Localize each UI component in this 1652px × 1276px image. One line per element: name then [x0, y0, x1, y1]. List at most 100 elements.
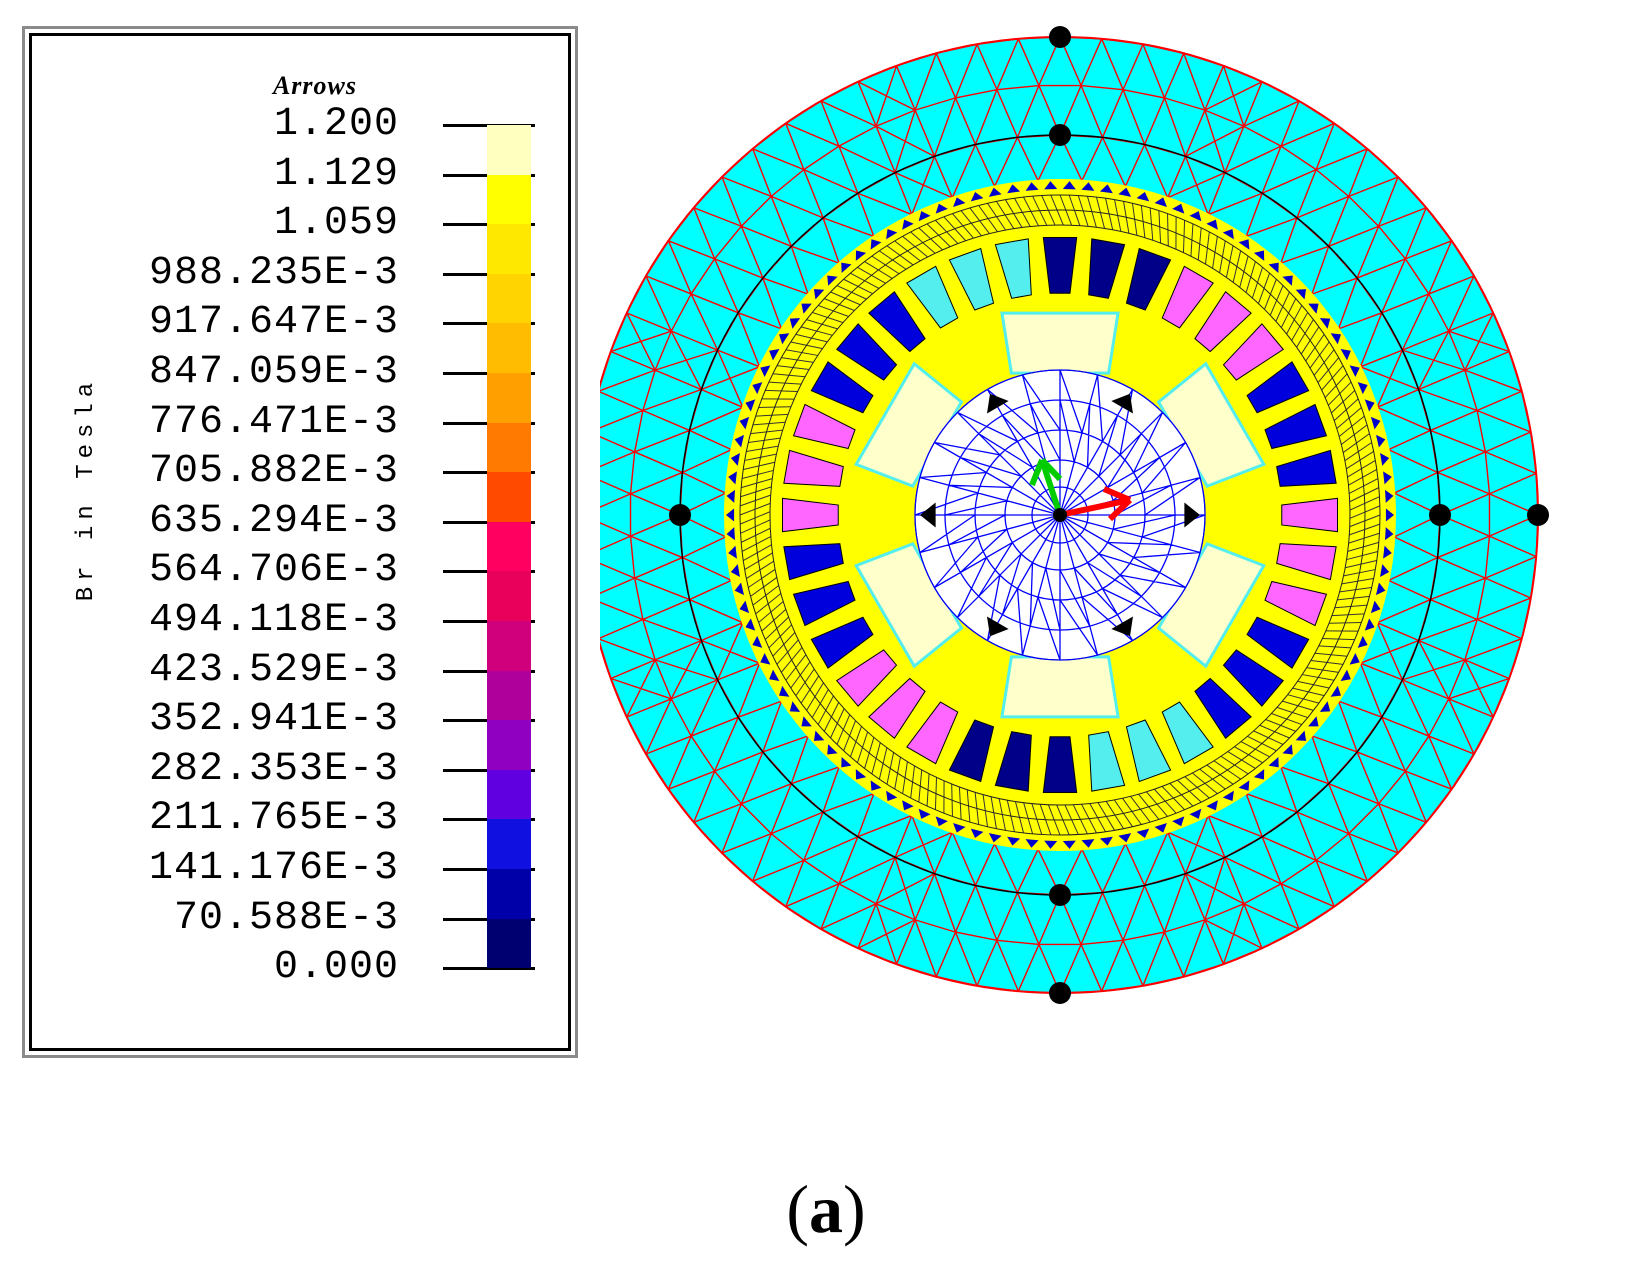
gap-circle: [769, 224, 1351, 806]
green-arrow: [1029, 457, 1063, 516]
legend-color-swatch: [487, 323, 531, 373]
stator-slot: [835, 649, 898, 707]
rotor-notch: [1111, 616, 1133, 637]
stator-slot: [1125, 247, 1172, 311]
legend-color-swatch: [487, 472, 531, 522]
legend-color-swatch: [487, 819, 531, 869]
stator-slot: [1125, 719, 1172, 783]
legend-color-swatch: [487, 174, 531, 225]
legend-tick-label: 988.235E-3: [148, 250, 399, 296]
boundary-marker: [1049, 982, 1071, 1004]
stator-slot: [868, 290, 926, 353]
rotor-center-dot: [1053, 508, 1067, 522]
legend-tick-label: 423.529E-3: [148, 647, 399, 693]
rotor-notch: [920, 502, 936, 528]
legend-color-swatch: [487, 621, 531, 671]
legend-tick-label: 141.176E-3: [148, 846, 399, 891]
stator-slot: [1246, 616, 1310, 669]
legend-color-swatch: [487, 521, 531, 572]
stator-slot: [994, 731, 1032, 792]
rotor-notch: [987, 616, 1009, 637]
legend-tick-mark: [443, 967, 535, 971]
stator-slot: [792, 580, 856, 627]
stator-slot: [1276, 449, 1337, 487]
legend-color-swatch: [487, 769, 531, 820]
legend-tick-label: 211.765E-3: [148, 796, 399, 842]
boundary-marker: [1429, 504, 1451, 526]
boundary-markers: [669, 26, 1549, 1004]
stator-slot: [835, 323, 898, 381]
stator-slot: [994, 238, 1032, 299]
legend-color-swatch: [487, 918, 531, 969]
boundary-marker: [1527, 504, 1549, 526]
legend-tick-label: 847.059E-3: [148, 350, 399, 395]
stator-slot: [1194, 677, 1252, 740]
stator-slot: [1161, 701, 1214, 765]
rotor-notch: [987, 393, 1009, 414]
boundary-marker: [669, 504, 691, 526]
stator-slot: [1194, 290, 1252, 353]
stator-slot: [868, 677, 926, 740]
rotor-notch: [1184, 502, 1200, 528]
caption-open: (: [786, 1171, 809, 1247]
legend-tick-label: 705.882E-3: [148, 449, 399, 495]
boundary-marker: [1049, 884, 1071, 906]
legend-color-swatch: [487, 224, 531, 274]
stator-slot: [1161, 265, 1214, 329]
legend-frame: [29, 33, 571, 1051]
motor-cross-section: [600, 26, 1549, 1004]
legend-color-swatch: [487, 273, 531, 324]
stator-slot: [906, 701, 959, 765]
stator-slot: [810, 361, 874, 414]
stator-slot: [782, 497, 839, 533]
stator-slots: [782, 237, 1338, 793]
stator-slot: [1264, 580, 1328, 627]
stator-slot: [1281, 497, 1338, 533]
stator-slot: [792, 403, 856, 450]
legend-tick-label: 0.000: [273, 945, 399, 991]
legend-tick-label: 564.706E-3: [148, 548, 399, 594]
gap-circle: [754, 209, 1366, 821]
stator-slot: [1088, 731, 1126, 792]
legend-color-swatch: [487, 720, 531, 770]
legend-color-swatch: [487, 125, 531, 175]
stator-slot: [1264, 403, 1328, 450]
legend-tick-label: 1.059: [273, 201, 399, 247]
boundary-marker: [1049, 124, 1071, 146]
legend-tick-label: 776.471E-3: [148, 399, 399, 445]
red-arrow: [1059, 486, 1133, 522]
legend-color-swatch: [487, 422, 531, 473]
stator-slot: [1276, 543, 1337, 581]
legend-title: Arrows: [272, 71, 358, 100]
stator-slot: [810, 616, 874, 669]
stator-slot: [783, 543, 844, 581]
field-arrows: [1029, 457, 1133, 522]
rotor-notch: [1111, 393, 1133, 414]
legend-axis-label: Br in Tesla: [73, 376, 100, 602]
legend-color-swatch: [487, 869, 531, 919]
stator-slot: [1246, 361, 1310, 414]
stator-slot: [948, 719, 995, 783]
stator-slot: [1042, 736, 1078, 793]
stator-slot: [1222, 649, 1285, 707]
legend-color-swatch: [487, 571, 531, 621]
legend-tick-label: 1.129: [273, 151, 399, 197]
legend-tick-label: 282.353E-3: [148, 746, 399, 792]
boundary-marker: [1049, 26, 1071, 48]
stator-slot: [948, 247, 995, 311]
figure-caption: (a): [0, 1170, 1652, 1249]
legend-color-swatch: [487, 373, 531, 423]
rotor-magnet: [1000, 311, 1120, 375]
legend-color-swatch: [487, 670, 531, 721]
legend-panel: Arrows Br in Tesla 1.200 1.129 1.059 988.23…: [22, 26, 578, 1058]
caption-close: ): [843, 1171, 866, 1247]
stator-slot: [783, 449, 844, 487]
legend-tick-label: 635.294E-3: [148, 498, 399, 544]
legend-tick-label: 70.588E-3: [173, 895, 399, 941]
rotor-magnet: [1000, 655, 1120, 719]
legend-tick-label: 494.118E-3: [148, 598, 399, 643]
rotor-mesh-lines: [914, 369, 1206, 661]
stator-slot: [906, 265, 959, 329]
legend-tick-label: 917.647E-3: [148, 300, 399, 346]
legend-tick-label: 352.941E-3: [148, 697, 399, 743]
